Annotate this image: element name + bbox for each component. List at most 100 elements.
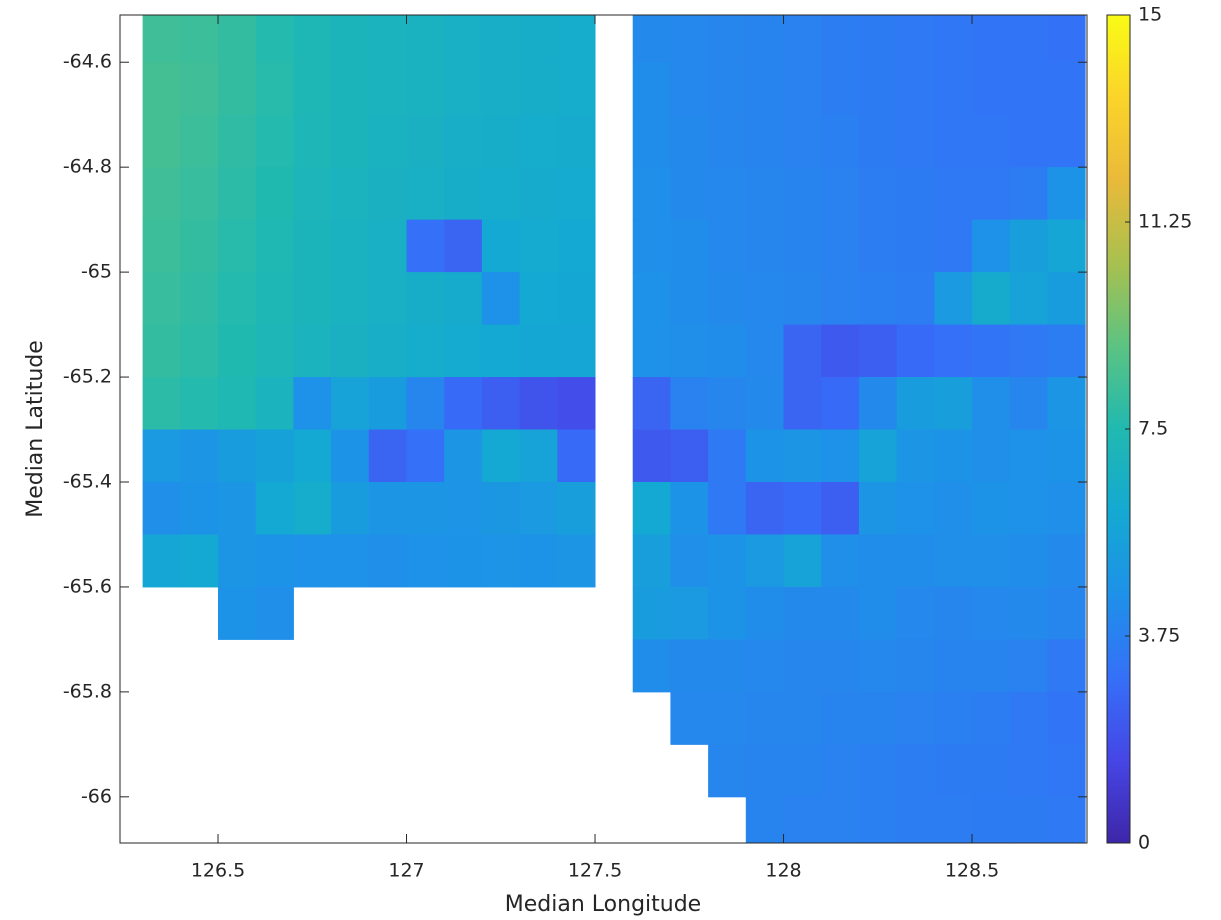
heatmap-cell	[406, 167, 445, 221]
heatmap-cell	[783, 324, 822, 378]
heatmap-cell	[821, 639, 860, 693]
heatmap-cell	[745, 691, 785, 745]
heatmap-cell	[293, 114, 332, 168]
heatmap-cell	[934, 272, 973, 326]
heatmap-cell	[557, 481, 596, 535]
x-tick-label: 127	[388, 860, 424, 882]
heatmap-cell	[708, 429, 747, 483]
heatmap-cell	[896, 114, 935, 168]
heatmap-cell	[745, 534, 785, 588]
heatmap-cell	[1047, 377, 1086, 431]
heatmap-cell	[934, 377, 973, 431]
heatmap-cell	[708, 62, 747, 116]
heatmap-cell	[180, 62, 219, 116]
heatmap-cell	[783, 481, 822, 535]
heatmap-cell	[934, 219, 973, 273]
heatmap-cell	[670, 219, 709, 273]
colorbar-tick-label: 7.5	[1138, 418, 1168, 440]
heatmap-cell	[783, 15, 822, 63]
heatmap-cell	[519, 377, 558, 431]
heatmap-cell	[896, 15, 935, 63]
heatmap-cell	[783, 796, 822, 843]
heatmap-cell	[481, 62, 521, 116]
heatmap-cell	[745, 796, 785, 843]
heatmap-cell	[708, 219, 747, 273]
heatmap-cell	[858, 796, 898, 843]
heatmap-cell	[670, 639, 709, 693]
heatmap-cell	[142, 62, 181, 116]
heatmap-cell	[1009, 62, 1048, 116]
heatmap-cell	[708, 481, 747, 535]
heatmap-cell	[670, 586, 709, 640]
heatmap-cell	[255, 377, 294, 431]
heatmap-cell	[821, 481, 860, 535]
heatmap-cell	[293, 167, 332, 221]
y-tick-label: -66	[81, 785, 112, 807]
heatmap-cell	[444, 167, 483, 221]
heatmap-cell	[557, 62, 596, 116]
heatmap-cell	[331, 167, 370, 221]
heatmap-cell	[858, 114, 898, 168]
heatmap-cell	[142, 167, 181, 221]
heatmap-cell	[708, 691, 747, 745]
heatmap-cell	[896, 167, 935, 221]
heatmap-cell	[557, 167, 596, 221]
heatmap-cell	[1009, 272, 1048, 326]
heatmap-cell	[670, 15, 709, 63]
heatmap-cell	[331, 219, 370, 273]
heatmap-cell	[783, 272, 822, 326]
heatmap-cell	[783, 114, 822, 168]
heatmap-cell	[934, 744, 973, 798]
heatmap-cell	[745, 219, 785, 273]
heatmap-cell	[519, 167, 558, 221]
heatmap-cell	[632, 481, 671, 535]
heatmap-cell	[896, 324, 935, 378]
heatmap-cell	[896, 796, 935, 843]
heatmap-cell	[745, 272, 785, 326]
heatmap-cell	[142, 15, 181, 63]
heatmap-cell	[708, 377, 747, 431]
heatmap-cell	[331, 324, 370, 378]
heatmap-cell	[783, 534, 822, 588]
heatmap-cell	[255, 167, 294, 221]
heatmap-cell	[858, 429, 898, 483]
heatmap	[142, 15, 1086, 843]
heatmap-cell	[1047, 744, 1086, 798]
heatmap-cell	[293, 481, 332, 535]
heatmap-cell	[708, 586, 747, 640]
heatmap-cell	[368, 62, 408, 116]
heatmap-cell	[821, 534, 860, 588]
heatmap-cell	[255, 219, 294, 273]
heatmap-cell	[368, 429, 408, 483]
heatmap-cell	[557, 429, 596, 483]
heatmap-cell	[444, 114, 483, 168]
heatmap-cell	[632, 167, 671, 221]
heatmap-cell	[180, 167, 219, 221]
heatmap-cell	[783, 377, 822, 431]
heatmap-cell	[180, 377, 219, 431]
y-tick-label: -65.4	[63, 470, 112, 492]
heatmap-cell	[745, 429, 785, 483]
heatmap-cell	[972, 586, 1011, 640]
heatmap-cell	[708, 324, 747, 378]
heatmap-cell	[368, 481, 408, 535]
heatmap-cell	[934, 114, 973, 168]
heatmap-cell	[368, 377, 408, 431]
heatmap-cell	[1047, 114, 1086, 168]
heatmap-cell	[255, 429, 294, 483]
heatmap-cell	[218, 15, 257, 63]
heatmap-cell	[180, 429, 219, 483]
heatmap-cell	[293, 62, 332, 116]
heatmap-cell	[896, 639, 935, 693]
heatmap-cell	[255, 481, 294, 535]
heatmap-cell	[708, 114, 747, 168]
heatmap-cell	[821, 62, 860, 116]
heatmap-cell	[255, 272, 294, 326]
heatmap-cell	[180, 324, 219, 378]
heatmap-cell	[1047, 324, 1086, 378]
heatmap-cell	[293, 534, 332, 588]
x-tick-label: 128	[765, 860, 801, 882]
heatmap-cell	[934, 481, 973, 535]
y-tick-label: -64.8	[63, 156, 112, 178]
heatmap-cell	[368, 534, 408, 588]
